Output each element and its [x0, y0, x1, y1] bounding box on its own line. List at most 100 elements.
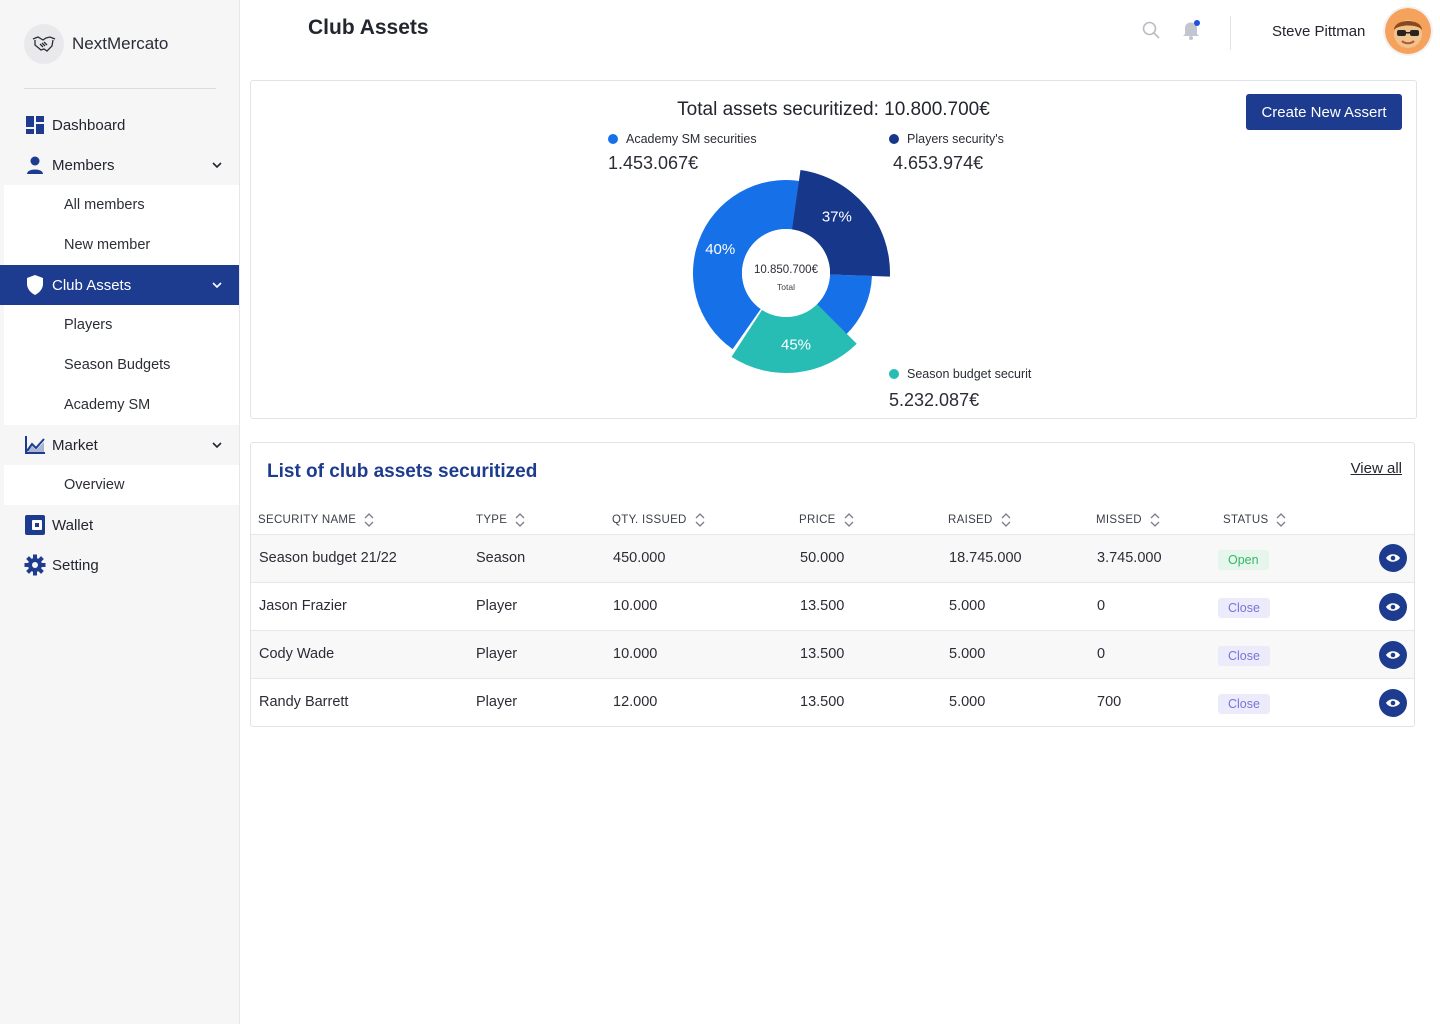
cell-qty-issued: 450.000: [613, 550, 666, 566]
table-row[interactable]: Cody Wade Player 10.000 13.500 5.000 0 C…: [251, 631, 1414, 679]
table-row[interactable]: Jason Frazier Player 10.000 13.500 5.000…: [251, 583, 1414, 631]
sidebar-item-dashboard[interactable]: Dashboard: [0, 105, 239, 145]
legend-value-season: 5.232.087€: [889, 390, 980, 410]
sidebar-subitem-players[interactable]: Players: [4, 305, 239, 345]
sidebar-subitem-overview[interactable]: Overview: [4, 465, 239, 505]
status-badge: Close: [1218, 694, 1270, 714]
column-header-security-name[interactable]: SECURITY NAME: [258, 512, 374, 528]
cell-security-name: Randy Barrett: [259, 694, 349, 710]
chevron-down-icon: [212, 162, 222, 169]
donut-slice-label: 40%: [705, 241, 735, 258]
dashboard-icon: [24, 114, 46, 136]
sidebar-nav: Dashboard Members All members New member…: [0, 105, 239, 585]
column-header-price[interactable]: PRICE: [799, 512, 854, 528]
legend-value-players: 4.653.974€: [893, 153, 984, 173]
sort-icon: [1001, 513, 1011, 527]
sidebar-item-wallet[interactable]: Wallet: [0, 505, 239, 545]
sidebar-subitem-all-members[interactable]: All members: [4, 185, 239, 225]
wallet-icon: [24, 514, 46, 536]
donut-chart: 37% 40% 45% 10.850.700€ Total: [693, 170, 890, 373]
chart-line-icon: [24, 434, 46, 456]
brand-name: NextMercato: [72, 34, 169, 53]
sidebar-item-label: Setting: [52, 556, 99, 574]
legend-label: Season budget securit: [907, 367, 1032, 381]
sort-icon: [364, 513, 374, 527]
sidebar-item-setting[interactable]: Setting: [0, 545, 239, 585]
shield-icon: [24, 274, 46, 296]
cell-type: Player: [476, 598, 518, 614]
create-new-asset-button[interactable]: Create New Assert: [1246, 94, 1402, 130]
brand[interactable]: NextMercato: [24, 24, 168, 64]
column-header-qty-issued[interactable]: QTY. ISSUED: [612, 512, 705, 528]
legend-label: Players security's: [907, 132, 1004, 146]
sidebar-divider: [24, 88, 216, 89]
donut-slice-label: 45%: [781, 336, 811, 353]
sidebar-item-label: Wallet: [52, 516, 94, 534]
column-header-raised[interactable]: RAISED: [948, 512, 1011, 528]
table-row[interactable]: Season budget 21/22 Season 450.000 50.00…: [251, 535, 1414, 583]
table-header: SECURITY NAME TYPE QTY. ISSUED PRICE RAI…: [251, 503, 1414, 535]
cell-qty-issued: 12.000: [613, 694, 658, 710]
sidebar-subitem-new-member[interactable]: New member: [4, 225, 239, 265]
assets-table-card: List of club assets securitized View all…: [250, 442, 1415, 727]
bell-icon[interactable]: [1181, 19, 1201, 41]
view-details-button[interactable]: [1379, 641, 1407, 669]
eye-icon: [1386, 699, 1400, 707]
sidebar-item-members[interactable]: Members: [0, 145, 239, 185]
legend-season: Season budget securit: [889, 367, 1031, 381]
cell-price: 13.500: [800, 598, 845, 614]
sidebar-subitem-season-budgets[interactable]: Season Budgets: [4, 345, 239, 385]
cell-raised: 5.000: [949, 646, 986, 662]
view-details-button[interactable]: [1379, 593, 1407, 621]
sort-icon: [844, 513, 854, 527]
search-icon[interactable]: [1141, 20, 1161, 40]
cell-missed: 0: [1097, 646, 1106, 662]
sidebar-item-market[interactable]: Market: [0, 425, 239, 465]
cell-security-name: Cody Wade: [259, 646, 335, 662]
sort-icon: [515, 513, 525, 527]
sidebar-item-label: Dashboard: [52, 116, 126, 134]
handshake-icon: [24, 24, 64, 64]
column-header-status[interactable]: STATUS: [1223, 512, 1286, 528]
chevron-down-icon: [212, 282, 222, 289]
donut-slice: [731, 304, 857, 373]
table-row[interactable]: Randy Barrett Player 12.000 13.500 5.000…: [251, 679, 1414, 727]
cell-raised: 18.745.000: [949, 550, 1022, 566]
legend-academy: Academy SM securities: [608, 132, 757, 146]
summary-title: Total assets securitized: 10.800.700€: [677, 99, 990, 120]
user-name[interactable]: Steve Pittman: [1272, 23, 1366, 40]
view-details-button[interactable]: [1379, 544, 1407, 572]
legend-players: Players security's: [889, 132, 1004, 146]
avatar[interactable]: [1385, 8, 1431, 54]
sort-icon: [695, 513, 705, 527]
header-divider: [1230, 16, 1231, 50]
notification-dot: [1194, 20, 1200, 26]
donut-slice-label: 37%: [822, 209, 852, 226]
donut-slice: [792, 170, 890, 277]
sort-icon: [1150, 513, 1160, 527]
page-title: Club Assets: [308, 16, 429, 39]
column-header-missed[interactable]: MISSED: [1096, 512, 1160, 528]
eye-icon: [1386, 603, 1400, 611]
summary-card: Total assets securitized: 10.800.700€ Cr…: [250, 80, 1417, 419]
view-all-link[interactable]: View all: [1350, 460, 1402, 477]
sidebar-item-label: Members: [52, 156, 115, 174]
chevron-down-icon: [212, 442, 222, 449]
gear-icon: [24, 554, 46, 576]
sidebar-subitem-academy-sm[interactable]: Academy SM: [4, 385, 239, 425]
cell-missed: 700: [1097, 694, 1122, 710]
cell-type: Player: [476, 646, 518, 662]
sidebar-item-club-assets[interactable]: Club Assets: [0, 265, 239, 305]
eye-icon: [1386, 651, 1400, 659]
legend-label: Academy SM securities: [626, 132, 757, 146]
table-title: List of club assets securitized: [267, 461, 538, 482]
column-header-type[interactable]: TYPE: [476, 512, 525, 528]
status-badge: Open: [1218, 550, 1269, 570]
view-details-button[interactable]: [1379, 689, 1407, 717]
legend-value-academy: 1.453.067€: [608, 153, 699, 173]
donut-center-value: 10.850.700€: [754, 264, 819, 276]
cell-price: 13.500: [800, 646, 845, 662]
legend-dot: [889, 369, 899, 379]
donut-center-label: Total: [777, 282, 795, 292]
eye-icon: [1386, 554, 1400, 562]
